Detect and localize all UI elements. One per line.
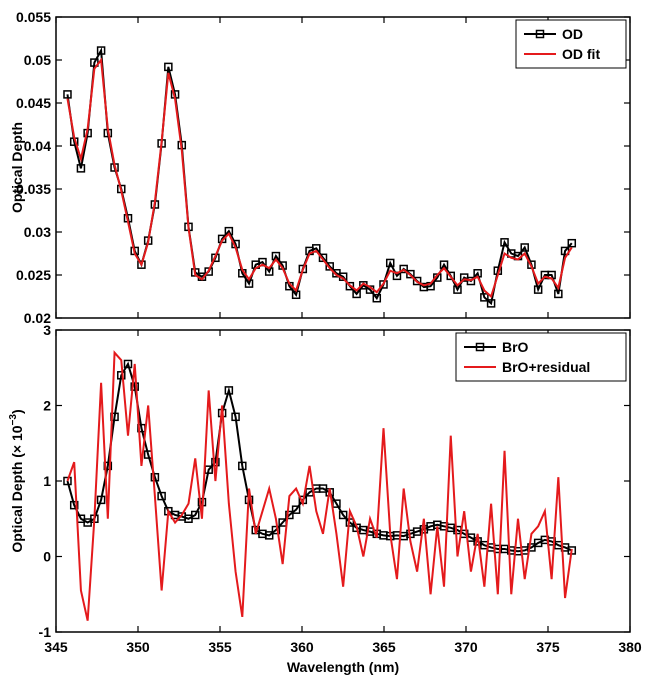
series-line — [66, 57, 573, 299]
legend-box — [515, 19, 627, 69]
y-tick-label: -1 — [39, 624, 52, 640]
marker — [318, 253, 328, 263]
y-axis-label-suffix: ) — [9, 409, 25, 414]
legend-label: OD fit — [562, 46, 600, 62]
x-tick-label: 375 — [536, 639, 560, 655]
marker — [500, 238, 509, 247]
marker — [338, 510, 348, 520]
y-axis-label-exponent: −3 — [8, 414, 19, 426]
legend-label: BrO+residual — [502, 359, 590, 375]
legend-marker — [535, 29, 545, 39]
marker — [157, 491, 166, 501]
marker — [486, 299, 496, 308]
y-tick-label: 0.02 — [24, 310, 51, 326]
marker — [204, 267, 213, 276]
marker — [527, 543, 536, 552]
y-tick-label: 2 — [43, 398, 51, 414]
marker — [231, 412, 240, 422]
marker — [533, 285, 543, 294]
x-tick-label: 350 — [126, 639, 150, 655]
y-tick-label: 1 — [43, 473, 51, 489]
marker — [399, 264, 408, 274]
marker — [76, 164, 86, 173]
marker — [466, 276, 476, 286]
marker — [446, 271, 455, 281]
marker — [117, 371, 126, 380]
marker — [123, 359, 133, 369]
y-tick-label: 0.055 — [16, 9, 51, 25]
marker — [379, 280, 388, 289]
marker — [271, 525, 281, 535]
marker — [372, 293, 382, 303]
y-axis-label: Optical Depth — [9, 122, 25, 213]
marker — [137, 260, 146, 269]
x-tick-label: 380 — [618, 639, 642, 655]
subplot: 345 350 355 360 365 370 375 380 -1 0 1 2 3 Optical De… — [8, 322, 642, 675]
y-tick-label: 3 — [43, 322, 51, 338]
marker — [130, 382, 139, 391]
marker — [96, 495, 106, 505]
x-tick-label: 365 — [372, 639, 396, 655]
x-tick-label: 355 — [208, 639, 232, 655]
y-tick-label: 0.03 — [24, 224, 51, 240]
y-tick-label: 0.05 — [24, 52, 51, 68]
y-tick-label: 0.025 — [16, 267, 51, 283]
marker — [406, 269, 415, 279]
y-axis-label-text: Optical Depth (× 10 — [9, 425, 25, 552]
marker — [264, 531, 274, 540]
y-axis-label: Optical Depth (× 10−3) — [8, 409, 25, 552]
legend: OD OD fit — [515, 19, 627, 69]
marker — [291, 505, 301, 514]
legend: BrO BrO+residual — [455, 332, 627, 382]
marker — [63, 90, 72, 99]
y-tick-label: 0.035 — [16, 181, 51, 197]
legend-label: BrO — [502, 339, 529, 355]
marker — [385, 258, 395, 268]
legend-box — [455, 332, 627, 382]
marker — [164, 62, 173, 72]
marker — [567, 238, 577, 248]
legend-marker — [475, 342, 485, 352]
series-line — [66, 350, 573, 621]
marker — [190, 510, 200, 520]
legend-label: OD — [562, 26, 583, 42]
plot-frame — [55, 16, 631, 319]
marker — [520, 243, 529, 252]
marker — [96, 46, 106, 55]
marker — [63, 476, 72, 486]
marker — [69, 500, 79, 510]
marker — [480, 293, 489, 302]
x-tick-label: 345 — [44, 639, 68, 655]
subplot: 0.02 0.025 0.03 0.035 0.04 0.045 0.05 0.055 Opti… — [9, 9, 631, 326]
marker — [325, 262, 334, 271]
y-tick-label: 0.045 — [16, 95, 51, 111]
marker — [285, 510, 294, 520]
marker — [412, 276, 422, 286]
marker — [554, 289, 563, 299]
marker — [211, 457, 220, 467]
marker — [345, 281, 355, 291]
series-line — [66, 47, 573, 306]
x-tick-label: 370 — [454, 639, 478, 655]
x-tick-label: 360 — [290, 639, 314, 655]
y-tick-label: 0 — [43, 549, 51, 565]
marker — [238, 461, 247, 471]
x-axis-label: Wavelength (nm) — [287, 659, 399, 675]
y-tick-label: 0.04 — [24, 138, 51, 154]
marker — [150, 472, 160, 482]
marker — [224, 386, 234, 395]
